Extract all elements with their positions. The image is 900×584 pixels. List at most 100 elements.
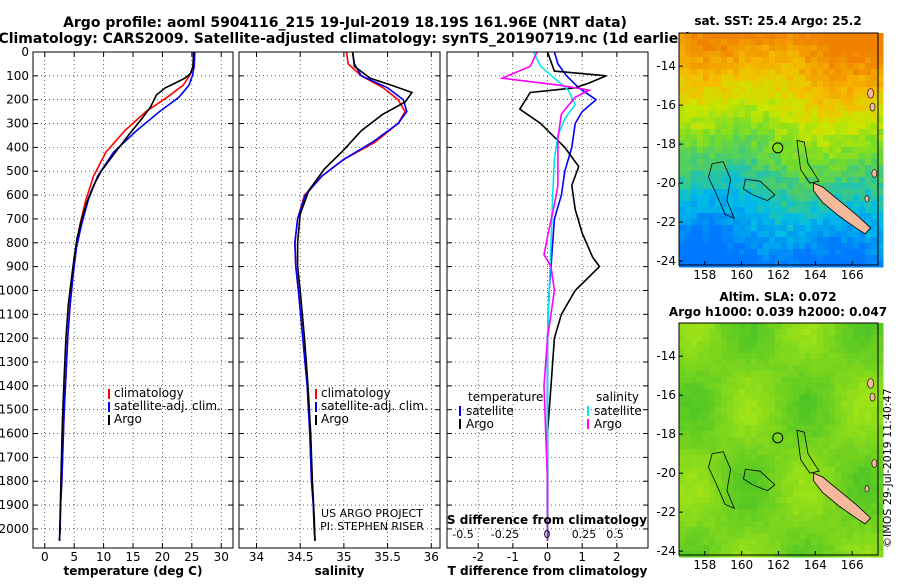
map-cell xyxy=(727,81,734,88)
map-cell xyxy=(775,75,782,82)
map-cell xyxy=(853,323,860,330)
map-cell xyxy=(757,509,764,516)
map-cell xyxy=(757,63,764,70)
map-cell xyxy=(685,63,692,70)
map-cell xyxy=(751,521,758,528)
map-cell xyxy=(811,177,818,184)
map-cell xyxy=(721,75,728,82)
map-cell xyxy=(787,219,794,226)
map-cell xyxy=(727,437,734,444)
map-cell xyxy=(697,323,704,330)
map-cell xyxy=(829,255,836,262)
map-cell xyxy=(799,135,806,142)
map-cell xyxy=(703,539,710,546)
map-cell xyxy=(691,39,698,46)
map-cell xyxy=(745,177,752,184)
map-cell xyxy=(745,99,752,106)
map-cell xyxy=(715,401,722,408)
map-cell xyxy=(793,503,800,510)
map-cell xyxy=(799,407,806,414)
map-cell xyxy=(835,81,842,88)
map-cell xyxy=(793,81,800,88)
map-cell xyxy=(709,413,716,420)
map-cell xyxy=(841,485,848,492)
map-cell xyxy=(763,335,770,342)
map-cell xyxy=(733,81,740,88)
map-cell xyxy=(787,237,794,244)
map-cell xyxy=(745,159,752,166)
x-axis-label: salinity xyxy=(315,564,365,578)
map-cell xyxy=(685,503,692,510)
map-cell xyxy=(721,479,728,486)
map-cell xyxy=(775,45,782,52)
map-cell xyxy=(721,105,728,112)
map-cell xyxy=(751,389,758,396)
map-cell xyxy=(817,39,824,46)
map-cell xyxy=(691,177,698,184)
map-cell xyxy=(709,353,716,360)
map-cell xyxy=(853,527,860,534)
map-cell xyxy=(793,521,800,528)
map-cell xyxy=(841,527,848,534)
map-cell xyxy=(829,479,836,486)
map-cell xyxy=(679,365,686,372)
map-cell xyxy=(787,461,794,468)
map-cell xyxy=(727,195,734,202)
map-cell xyxy=(763,329,770,336)
map-cell xyxy=(841,449,848,456)
map-cell xyxy=(715,147,722,154)
map-cell xyxy=(721,485,728,492)
map-cell xyxy=(691,111,698,118)
map-cell xyxy=(871,219,878,226)
map-cell xyxy=(775,213,782,220)
map-cell xyxy=(721,117,728,124)
map-cell xyxy=(811,105,818,112)
map-cell xyxy=(871,347,878,354)
map-cell xyxy=(811,135,818,142)
map-cell xyxy=(709,51,716,58)
map-cell xyxy=(745,461,752,468)
map-cell xyxy=(739,51,746,58)
map-cell xyxy=(823,45,830,52)
map-cell xyxy=(841,105,848,112)
map-cell xyxy=(793,413,800,420)
map-cell xyxy=(745,509,752,516)
map-cell xyxy=(721,533,728,540)
map-cell xyxy=(805,141,812,148)
map-cell xyxy=(697,63,704,70)
map-cell xyxy=(763,135,770,142)
map-cell xyxy=(853,383,860,390)
map-cell xyxy=(877,521,884,528)
map-cell xyxy=(811,249,818,256)
map-cell xyxy=(787,455,794,462)
map-cell xyxy=(811,485,818,492)
map-cell xyxy=(745,521,752,528)
map-cell xyxy=(739,81,746,88)
map-cell xyxy=(697,395,704,402)
map-cell xyxy=(793,51,800,58)
map-cell xyxy=(841,323,848,330)
map-cell xyxy=(871,443,878,450)
map-cell xyxy=(817,129,824,136)
legend-entry: satellite xyxy=(594,404,642,418)
map-cell xyxy=(679,213,686,220)
map-cell xyxy=(769,141,776,148)
map-cell xyxy=(691,141,698,148)
map-cell xyxy=(721,335,728,342)
map-cell xyxy=(829,521,836,528)
map-cell xyxy=(781,105,788,112)
map-cell xyxy=(865,231,872,238)
map-cell xyxy=(745,497,752,504)
map-cell xyxy=(721,443,728,450)
map-cell xyxy=(841,255,848,262)
map-cell xyxy=(793,335,800,342)
map-cell xyxy=(757,533,764,540)
map-cell xyxy=(679,491,686,498)
map-cell xyxy=(787,527,794,534)
map-cell xyxy=(703,419,710,426)
map-cell xyxy=(685,201,692,208)
map-cell xyxy=(727,135,734,142)
legend-entry: satellite-adj. clim. xyxy=(114,399,221,413)
map-cell xyxy=(775,123,782,130)
map-cell xyxy=(763,87,770,94)
